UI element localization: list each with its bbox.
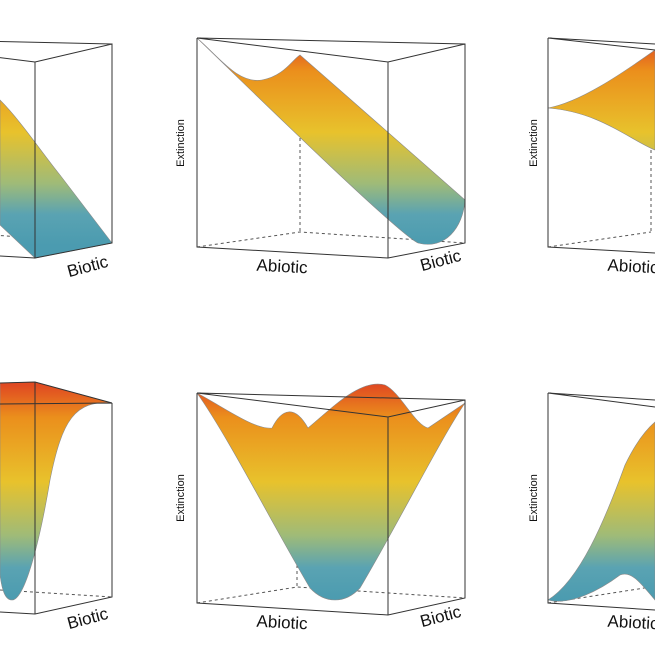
- box-edges: [196, 37, 466, 259]
- axis-label-extinction: Extinction: [175, 119, 187, 167]
- axis-label-biotic: Biotic: [65, 604, 111, 633]
- axis-label-abiotic: Abiotic: [607, 256, 655, 278]
- hidden-edges: [547, 138, 652, 248]
- box-edges: [196, 392, 466, 616]
- axis-label-abiotic: Abiotic: [256, 612, 308, 634]
- panel-top-right: Extinction Abiotic: [528, 37, 655, 278]
- panel-bottom-left: Biotic: [0, 381, 113, 633]
- axis-label-abiotic: Abiotic: [607, 612, 655, 634]
- box-edges: [547, 37, 655, 254]
- surface-bottom-left: [0, 381, 113, 601]
- box-edges: [547, 392, 655, 611]
- surface-top-left: [0, 99, 113, 259]
- axis-label-biotic: Biotic: [418, 246, 464, 275]
- axis-label-extinction: Extinction: [175, 474, 187, 522]
- surface-top-right: [547, 49, 655, 151]
- surface-top-middle: [196, 37, 466, 245]
- panel-top-left: Biotic: [0, 40, 113, 281]
- axis-label-abiotic: Abiotic: [256, 256, 308, 278]
- panel-top-middle: Extinction Abiotic Biotic: [175, 37, 466, 278]
- box-edges: [0, 381, 113, 615]
- surface-bottom-right: [547, 421, 655, 602]
- panel-bottom-right: Extinction Abiotic: [528, 392, 655, 634]
- axis-label-extinction: Extinction: [528, 474, 540, 522]
- axis-label-extinction: Extinction: [528, 119, 540, 167]
- hidden-edges: [196, 138, 466, 248]
- surface-bottom-middle: [196, 383, 466, 601]
- hidden-edges: [196, 493, 466, 604]
- axis-label-biotic: Biotic: [65, 252, 111, 281]
- axis-label-biotic: Biotic: [418, 602, 464, 631]
- panel-bottom-middle: Extinction Abiotic Biotic: [175, 383, 466, 634]
- box-edges: [0, 40, 113, 259]
